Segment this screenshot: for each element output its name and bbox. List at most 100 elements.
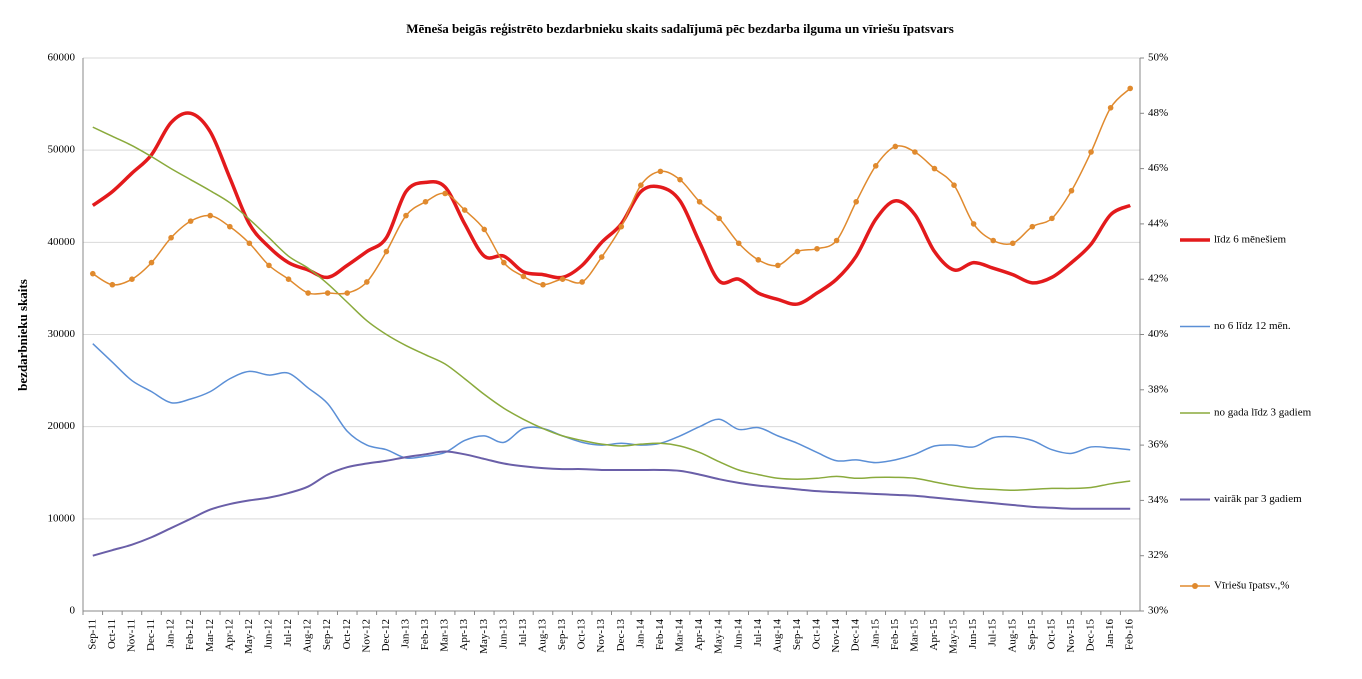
x-tick-label: Mar-12 — [204, 619, 216, 652]
x-tick-label: Feb-13 — [419, 619, 431, 651]
y2-tick-label: 40% — [1148, 328, 1168, 340]
y-tick-label: 30000 — [48, 328, 76, 340]
point — [814, 245, 820, 252]
x-tick-label: Oct-11 — [106, 619, 118, 649]
point — [931, 165, 938, 172]
legend-label: no 6 līdz 12 mēn. — [1214, 320, 1291, 332]
x-tick-label: Jul-13 — [517, 619, 529, 647]
y2-tick-label: 46% — [1148, 162, 1168, 174]
y-tick-label: 40000 — [48, 236, 76, 248]
x-tick-label: Jul-12 — [282, 619, 294, 647]
point — [148, 259, 155, 266]
point — [872, 163, 879, 169]
x-tick-label: Oct-12 — [341, 619, 353, 650]
x-tick-label: Aug-13 — [537, 619, 549, 653]
x-tick-label: May-15 — [948, 619, 960, 654]
point — [1088, 149, 1094, 155]
x-tick-label: Jan-12 — [165, 619, 177, 648]
point — [481, 226, 488, 233]
point — [912, 149, 918, 155]
legend-label: Vīriešu īpatsv.,% — [1214, 580, 1289, 592]
point — [892, 143, 899, 150]
point — [579, 279, 585, 285]
point — [344, 290, 351, 296]
point — [403, 212, 409, 219]
point — [442, 190, 448, 197]
point — [187, 218, 194, 224]
x-tick-label: Sep-13 — [556, 619, 568, 651]
legend-label: vairāk par 3 gadiem — [1214, 493, 1302, 505]
x-tick-label: Nov-13 — [595, 619, 607, 653]
point — [559, 276, 566, 283]
point — [364, 279, 370, 285]
point — [618, 223, 625, 230]
y2-tick-label: 34% — [1148, 494, 1168, 506]
point — [324, 290, 331, 296]
x-tick-label: Aug-12 — [302, 619, 314, 653]
point — [775, 262, 781, 269]
chart-title: Mēneša beigās reģistrēto bezdarbnieku sk… — [406, 21, 954, 36]
y2-tick-label: 32% — [1148, 549, 1168, 561]
x-tick-label: Jun-15 — [967, 619, 979, 649]
series-line — [92, 343, 1131, 464]
series-line — [91, 111, 1131, 307]
point — [1009, 240, 1016, 247]
x-tick-label: Oct-13 — [576, 619, 588, 650]
point — [207, 212, 214, 219]
x-tick-label: Sep-11 — [86, 619, 98, 650]
legend-label: līdz 6 mēnešiem — [1214, 234, 1287, 246]
x-tick-label: Jun-14 — [732, 619, 744, 649]
x-tick-label: Mar-14 — [674, 619, 686, 652]
x-tick-label: Sep-14 — [791, 619, 803, 651]
x-tick-label: Mar-15 — [908, 619, 920, 652]
x-tick-label: Jul-14 — [752, 619, 764, 647]
x-tick-label: Apr-12 — [223, 619, 235, 651]
point — [285, 276, 292, 283]
x-tick-label: Jan-15 — [869, 619, 881, 649]
x-tick-label: Sep-12 — [321, 619, 333, 650]
legend-label: no gada līdz 3 gadiem — [1214, 407, 1312, 419]
point — [109, 281, 116, 288]
x-tick-label: Aug-14 — [771, 619, 783, 653]
y2-tick-label: 44% — [1148, 217, 1168, 229]
x-tick-label: Jan-13 — [400, 619, 412, 649]
point — [677, 176, 683, 183]
y-tick-label: 10000 — [48, 512, 76, 524]
legend-marker — [1192, 583, 1198, 589]
x-tick-label: May-13 — [478, 619, 490, 654]
x-tick-label: Jan-14 — [634, 619, 646, 649]
point — [168, 234, 174, 241]
point — [970, 221, 977, 227]
x-tick-label: May-12 — [243, 619, 255, 654]
point — [951, 182, 957, 188]
x-tick-label: Jul-15 — [987, 619, 999, 647]
y2-tick-label: 42% — [1148, 273, 1168, 285]
x-tick-label: Jan-16 — [1104, 619, 1116, 649]
x-tick-label: Dec-12 — [380, 619, 392, 651]
point — [129, 276, 135, 283]
x-tick-label: Mar-13 — [439, 619, 451, 652]
x-tick-label: Nov-11 — [125, 619, 137, 652]
y-tick-label: 60000 — [48, 52, 76, 64]
point — [735, 240, 742, 247]
x-tick-label: Nov-14 — [830, 619, 842, 653]
point — [422, 198, 429, 205]
point — [1029, 223, 1036, 230]
x-tick-label: Oct-15 — [1045, 619, 1057, 650]
y-axis-label: bezdarbnieku skaits — [15, 279, 30, 391]
x-tick-label: Oct-14 — [811, 619, 823, 650]
y2-tick-label: 50% — [1148, 52, 1168, 64]
x-tick-label: Aug-15 — [1006, 619, 1018, 653]
point — [794, 248, 801, 255]
x-tick-label: Nov-12 — [360, 619, 372, 653]
x-tick-label: Dec-15 — [1085, 619, 1097, 652]
x-tick-label: Feb-14 — [654, 619, 666, 651]
point — [383, 248, 390, 255]
y2-tick-label: 30% — [1148, 605, 1168, 617]
series-line — [92, 450, 1131, 557]
x-tick-label: Feb-16 — [1124, 619, 1136, 651]
point — [716, 215, 722, 222]
x-tick-label: Sep-15 — [1026, 619, 1038, 651]
point — [501, 259, 507, 266]
point — [305, 290, 311, 296]
